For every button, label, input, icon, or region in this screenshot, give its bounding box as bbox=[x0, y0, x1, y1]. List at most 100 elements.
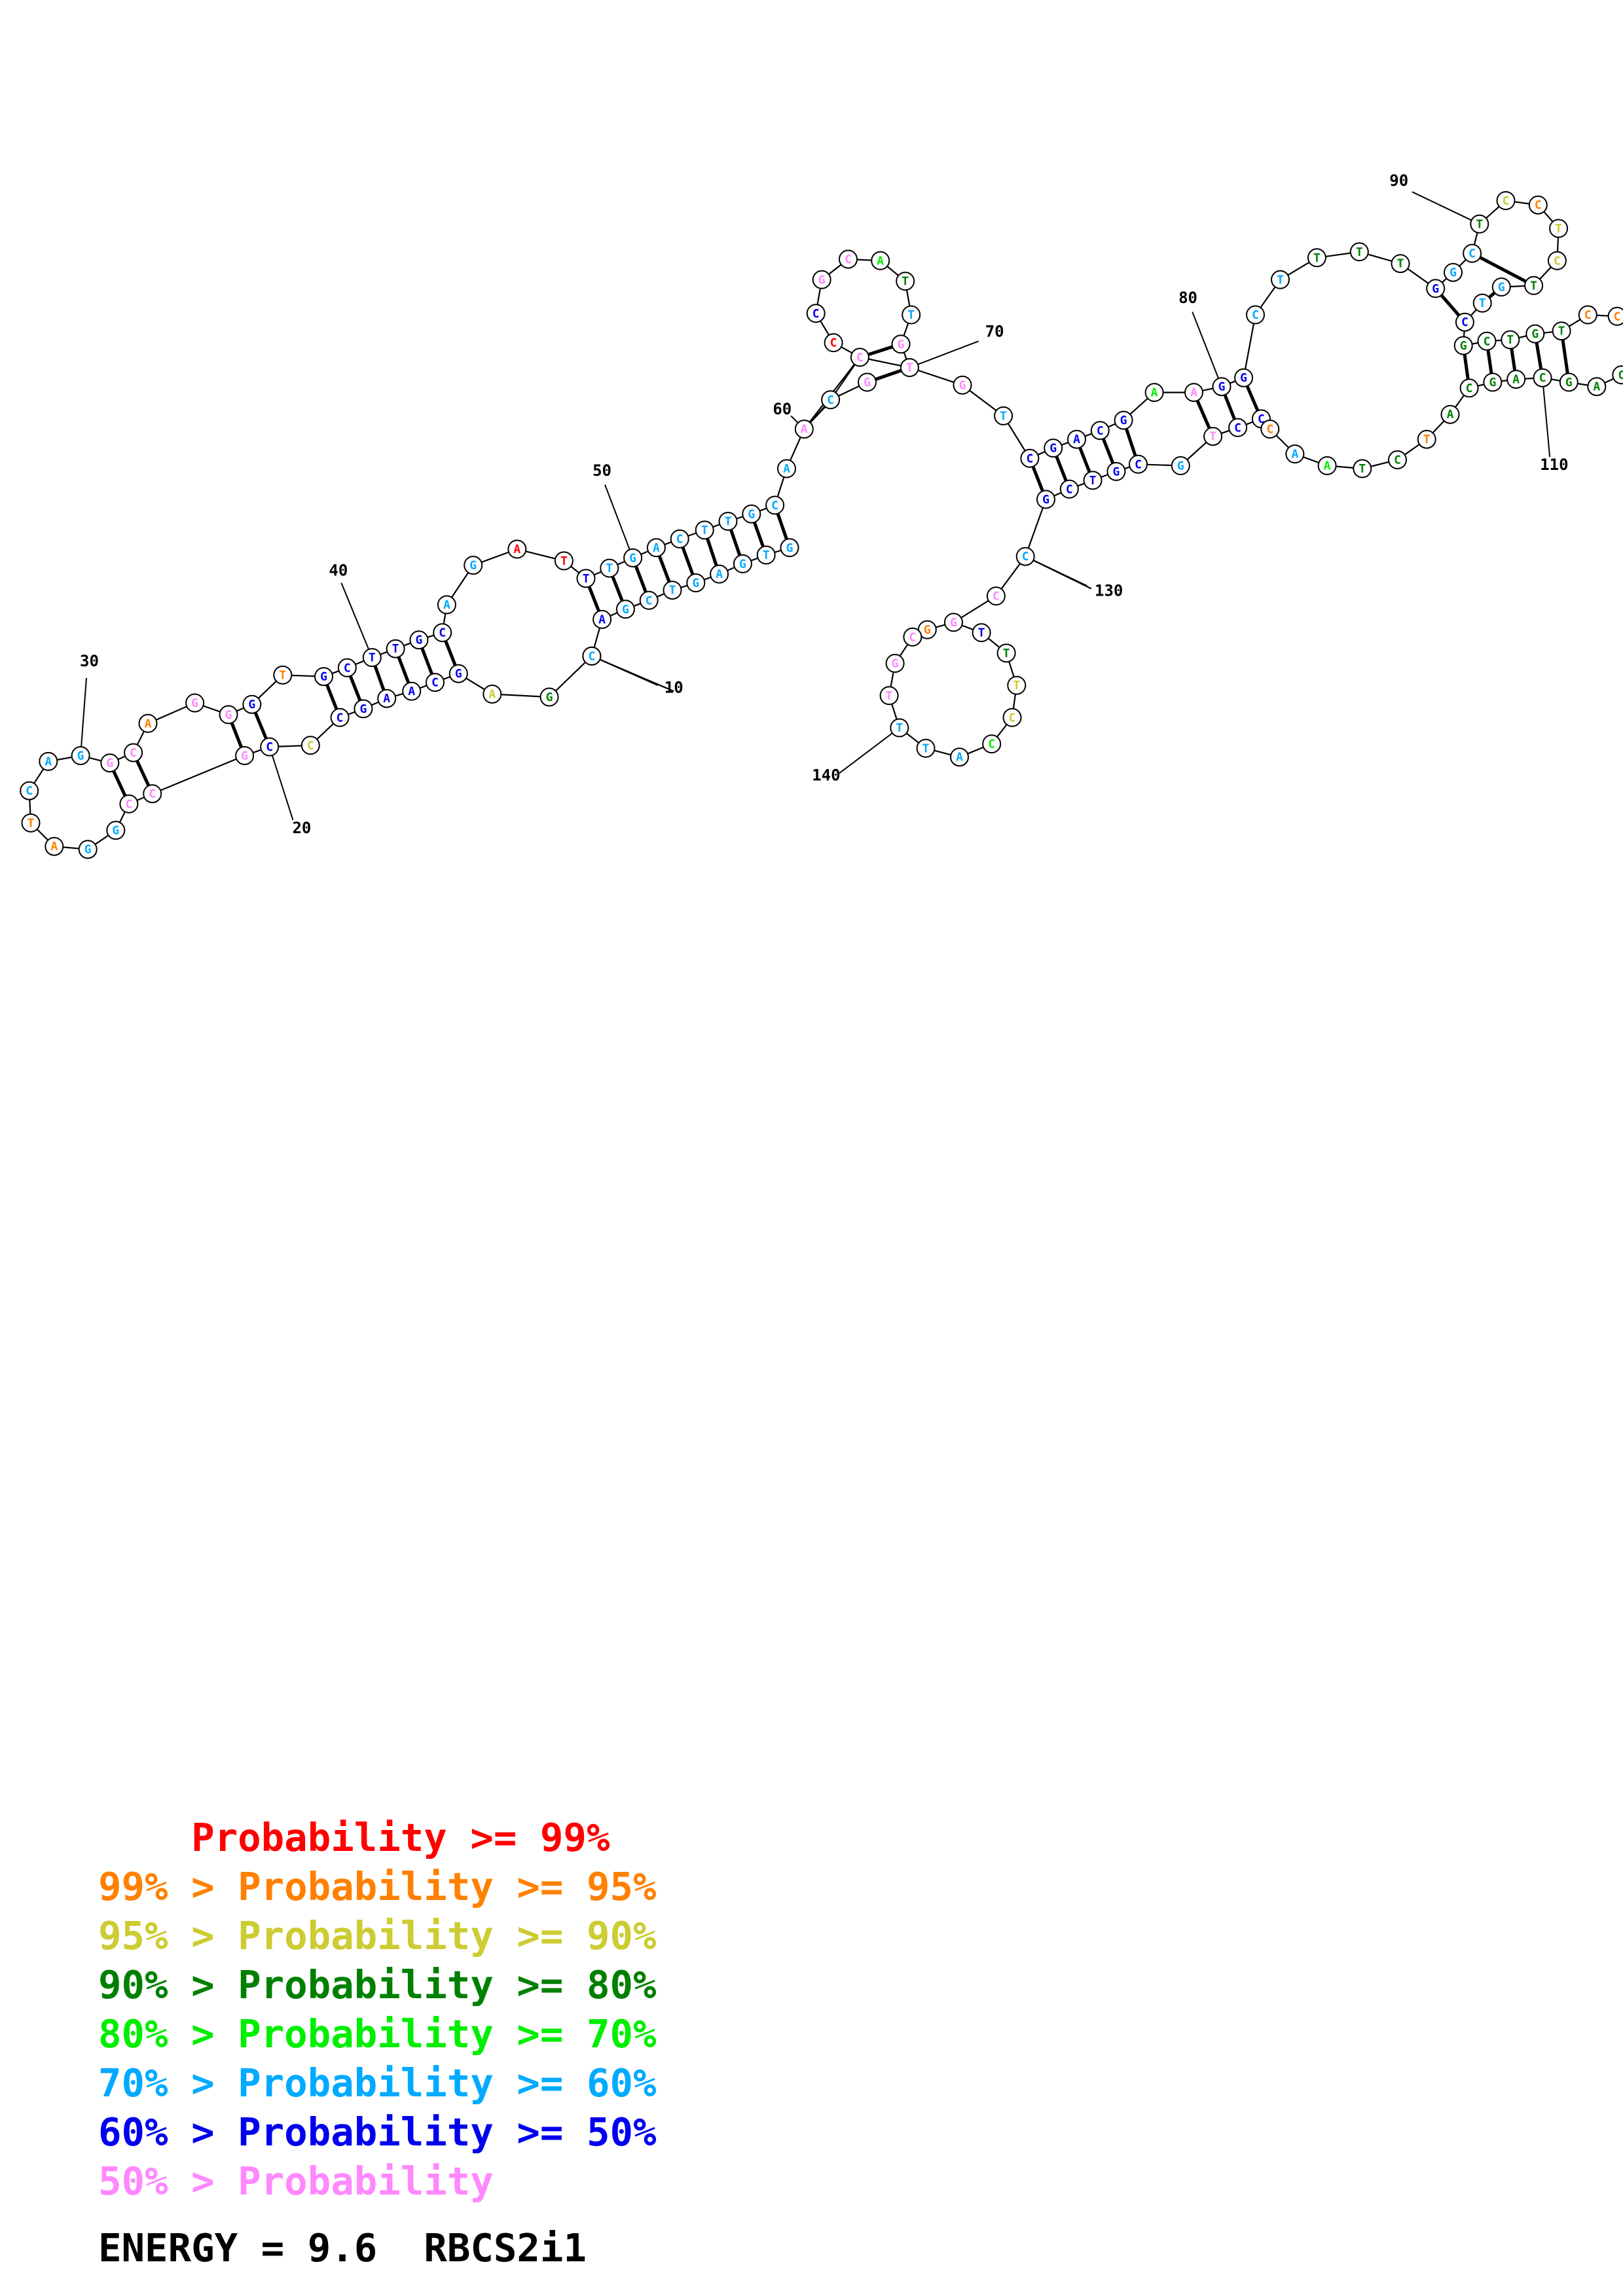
nucleotide-circle bbox=[20, 781, 39, 800]
nucleotide-circle bbox=[718, 512, 738, 531]
nucleotide-circle bbox=[143, 784, 162, 804]
nucleotide-node: G bbox=[1426, 279, 1446, 298]
nucleotide-circle bbox=[1491, 278, 1511, 296]
nucleotide-node: A bbox=[1440, 404, 1460, 424]
nucleotide-circle bbox=[1002, 708, 1022, 727]
nucleotide-node: G bbox=[812, 270, 831, 289]
index-tick bbox=[1192, 312, 1222, 387]
nucleotide-node: G bbox=[733, 554, 752, 573]
sequence-name: RBCS2i1 bbox=[424, 2225, 587, 2270]
nucleotide-circle bbox=[1463, 243, 1482, 263]
nucleotide-node: T bbox=[21, 813, 41, 833]
nucleotide-letter: C bbox=[1066, 482, 1073, 496]
nucleotide-letter: C bbox=[439, 626, 446, 640]
index-tick bbox=[1025, 556, 1087, 586]
nucleotide-node: T bbox=[1470, 214, 1489, 234]
nucleotide-node: G bbox=[354, 699, 373, 719]
nucleotide-letter: C bbox=[1461, 315, 1468, 329]
nucleotide-node: C bbox=[433, 623, 452, 643]
nucleotide-circle bbox=[1552, 321, 1571, 341]
nucleotide-circle bbox=[1444, 262, 1463, 282]
nucleotide-letter: C bbox=[993, 590, 1000, 603]
nucleotide-letter: T bbox=[906, 361, 913, 375]
nucleotide-letter: T bbox=[1356, 245, 1363, 259]
nucleotide-circle bbox=[1459, 378, 1479, 398]
nucleotide-node: G bbox=[1444, 262, 1463, 282]
nucleotide-node: T bbox=[916, 738, 936, 758]
nucleotide-letter: T bbox=[907, 308, 915, 322]
nucleotide-circle bbox=[806, 304, 826, 323]
nucleotide-letter: C bbox=[845, 253, 852, 266]
nucleotide-circle bbox=[850, 348, 869, 367]
nucleotide-node: G bbox=[106, 821, 126, 840]
legend-label: Probability >= 90% bbox=[238, 1913, 657, 1958]
nucleotide-circle bbox=[986, 586, 1006, 606]
nucleotide-letter: T bbox=[725, 515, 732, 529]
nucleotide-circle bbox=[554, 551, 574, 571]
nucleotide-circle bbox=[1440, 404, 1460, 424]
nucleotide-node: C bbox=[119, 794, 139, 814]
index-tick bbox=[80, 677, 88, 756]
nucleotide-node: T bbox=[1083, 471, 1103, 490]
nucleotide-letter: G bbox=[225, 708, 232, 722]
nucleotide-circle bbox=[1472, 293, 1492, 313]
nucleotide-node: C bbox=[839, 249, 858, 269]
nucleotide-circle bbox=[464, 556, 483, 575]
index-label: 70 bbox=[985, 323, 1004, 341]
nucleotide-letter: C bbox=[344, 661, 351, 675]
base-pair-link bbox=[1471, 251, 1535, 287]
nucleotide-node: A bbox=[1587, 377, 1607, 397]
nucleotide-circle bbox=[235, 746, 255, 765]
legend-row: 95% > Probability >= 90% bbox=[98, 1911, 657, 1960]
nucleotide-node: G bbox=[539, 687, 559, 707]
nucleotide-circle bbox=[1349, 242, 1369, 262]
nucleotide-circle bbox=[639, 590, 659, 610]
nucleotide-circle bbox=[1059, 479, 1079, 499]
nucleotide-letter: A bbox=[408, 685, 415, 698]
nucleotide-node: C bbox=[1388, 450, 1407, 469]
nucleotide-circle bbox=[902, 305, 921, 325]
nucleotide-circle bbox=[124, 743, 143, 762]
nucleotide-node: A bbox=[377, 689, 397, 708]
nucleotide-node: A bbox=[507, 539, 527, 559]
nucleotide-letter: A bbox=[1151, 386, 1158, 400]
nucleotide-node: G bbox=[409, 630, 429, 650]
nucleotide-letter: C bbox=[1539, 371, 1546, 385]
nucleotide-letter: T bbox=[886, 689, 893, 703]
nucleotide-node: G bbox=[623, 548, 643, 567]
nucleotide-node: C bbox=[1463, 243, 1482, 263]
nucleotide-node: T bbox=[663, 581, 682, 600]
nucleotide-node: C bbox=[1459, 378, 1479, 398]
nucleotide-node: T bbox=[1417, 429, 1436, 449]
nucleotide-circle bbox=[916, 738, 936, 758]
legend-prefix: 60% > bbox=[98, 2109, 238, 2155]
nucleotide-node: C bbox=[1578, 305, 1597, 325]
nucleotide-letter: C bbox=[1009, 711, 1016, 725]
legend-prefix: 80% > bbox=[98, 2011, 238, 2056]
nucleotide-letter: C bbox=[26, 784, 33, 798]
nucleotide-letter: T bbox=[392, 642, 399, 656]
nucleotide-letter: G bbox=[950, 616, 957, 630]
nucleotide-node: C bbox=[982, 734, 1002, 754]
index-tick bbox=[1541, 378, 1551, 457]
nucleotide-circle bbox=[900, 358, 919, 378]
nucleotide-circle bbox=[21, 813, 41, 833]
nucleotide-circle bbox=[1477, 331, 1497, 351]
nucleotide-letter: T bbox=[27, 816, 35, 830]
nucleotide-circle bbox=[185, 693, 205, 713]
nucleotide-circle bbox=[1171, 456, 1190, 475]
nucleotide-circle bbox=[1547, 251, 1567, 270]
index-label: 40 bbox=[329, 561, 348, 579]
nucleotide-circle bbox=[106, 821, 126, 840]
nucleotide-node: G bbox=[1114, 410, 1133, 430]
nucleotide-circle bbox=[1114, 410, 1133, 430]
nucleotide-letter: C bbox=[1258, 412, 1265, 426]
index-tick bbox=[604, 484, 634, 558]
nucleotide-node: T bbox=[1552, 321, 1571, 341]
energy-label: ENERGY = 9.6 bbox=[98, 2225, 378, 2270]
nucleotide-letter: T bbox=[1479, 296, 1486, 310]
nucleotide-circle bbox=[1317, 456, 1337, 475]
nucleotide-circle bbox=[1612, 365, 1623, 385]
nucleotide-letter: G bbox=[455, 667, 462, 681]
nucleotide-node: T bbox=[890, 718, 909, 738]
